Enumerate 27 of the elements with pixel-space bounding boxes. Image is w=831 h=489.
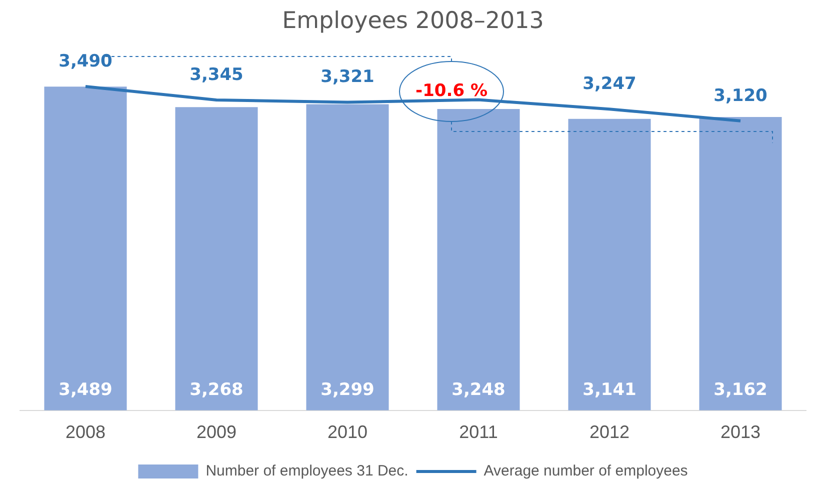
legend-label: Number of employees 31 Dec.: [206, 462, 408, 480]
data-label: 3,490: [58, 51, 113, 72]
data-label: 3,268: [190, 380, 244, 400]
data-label: 3,489: [58, 380, 112, 400]
bar: [44, 86, 127, 410]
data-label: 3,248: [452, 380, 506, 400]
bar: [175, 107, 258, 410]
x-tick-label: 2011: [459, 422, 498, 442]
data-label: 3,345: [190, 64, 244, 85]
data-label: 3,299: [320, 380, 374, 400]
bar: [568, 118, 651, 410]
bar: [306, 104, 389, 410]
x-tick-label: 2008: [65, 422, 106, 442]
annotation: -10.6 %: [416, 80, 488, 101]
x-tick-label: 2013: [720, 422, 761, 442]
data-label: 3,162: [714, 380, 768, 400]
bar: [699, 116, 782, 410]
x-tick-label: 2010: [327, 422, 368, 442]
legend-label: Average number of employees: [484, 462, 688, 480]
x-tick-label: 2009: [196, 422, 237, 442]
bar: [437, 108, 520, 410]
data-label: 3,247: [582, 74, 636, 94]
data-label: 3,141: [582, 380, 636, 400]
chart-title: Employees 2008–2013: [282, 8, 544, 34]
data-label: 3,321: [320, 67, 374, 88]
data-label: 3,120: [714, 86, 768, 106]
x-tick-label: 2012: [589, 422, 630, 442]
